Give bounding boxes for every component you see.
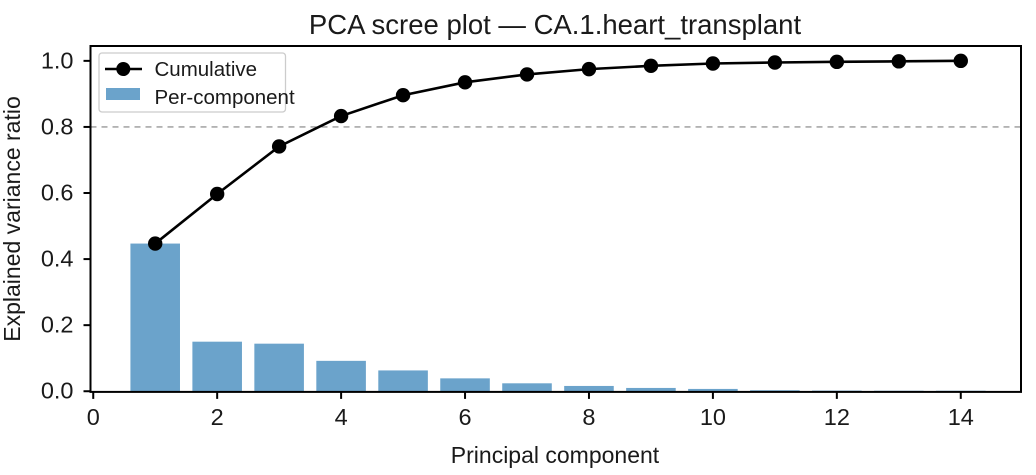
svg-text:2: 2 — [211, 404, 224, 430]
svg-text:12: 12 — [824, 404, 850, 430]
svg-text:0.6: 0.6 — [41, 180, 74, 206]
svg-text:8: 8 — [582, 404, 595, 430]
svg-text:4: 4 — [335, 404, 348, 430]
svg-text:6: 6 — [459, 404, 472, 430]
svg-text:PCA scree plot — CA.1.heart_tr: PCA scree plot — CA.1.heart_transplant — [309, 9, 802, 40]
svg-text:0.8: 0.8 — [41, 113, 74, 139]
svg-text:0.0: 0.0 — [41, 378, 74, 404]
svg-text:1.0: 1.0 — [41, 47, 74, 73]
svg-text:Principal component: Principal component — [451, 442, 660, 468]
svg-text:0: 0 — [87, 404, 100, 430]
svg-text:Explained variance ratio: Explained variance ratio — [0, 96, 25, 341]
svg-text:10: 10 — [700, 404, 726, 430]
svg-text:14: 14 — [948, 404, 974, 430]
svg-text:0.2: 0.2 — [41, 312, 74, 338]
svg-text:0.4: 0.4 — [41, 246, 74, 272]
svg-text:Cumulative: Cumulative — [155, 58, 258, 81]
svg-text:Per-component: Per-component — [155, 86, 295, 109]
